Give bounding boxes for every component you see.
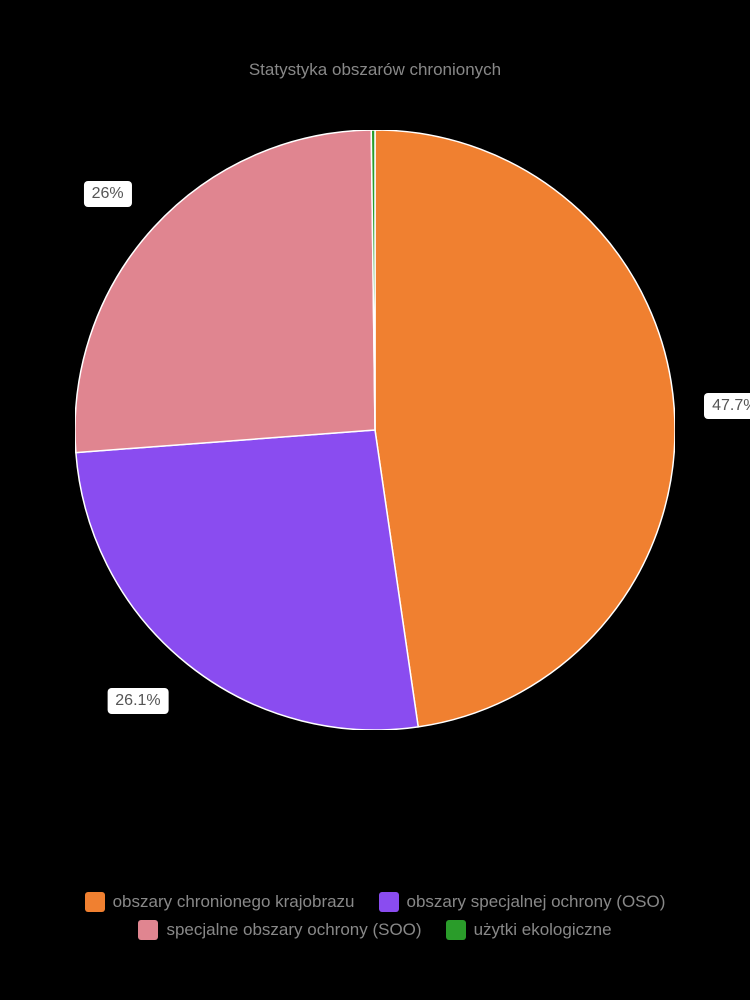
pie-slice-obszary_chronionego_krajobrazu [375, 130, 675, 727]
legend-label-obszary_chronionego_krajobrazu: obszary chronionego krajobrazu [113, 892, 355, 912]
legend-item-obszary_specjalnej_ochrony: obszary specjalnej ochrony (OSO) [379, 892, 666, 912]
slice-label-specjalne_obszary_ochrony: 26% [84, 181, 132, 207]
pie-chart: 47.7%26.1%26% [75, 130, 675, 730]
legend-item-specjalne_obszary_ochrony: specjalne obszary ochrony (SOO) [138, 920, 421, 940]
legend: obszary chronionego krajobrazu obszary sp… [55, 892, 695, 940]
slice-label-obszary_specjalnej_ochrony: 26.1% [107, 688, 168, 714]
legend-label-obszary_specjalnej_ochrony: obszary specjalnej ochrony (OSO) [407, 892, 666, 912]
legend-label-specjalne_obszary_ochrony: specjalne obszary ochrony (SOO) [166, 920, 421, 940]
pie-svg [75, 130, 675, 730]
pie-slice-obszary_specjalnej_ochrony [76, 430, 418, 730]
legend-item-uzytki_ekologiczne: użytki ekologiczne [446, 920, 612, 940]
pie-slice-specjalne_obszary_ochrony [75, 130, 375, 453]
legend-label-uzytki_ekologiczne: użytki ekologiczne [474, 920, 612, 940]
chart-title: Statystyka obszarów chronionych [0, 60, 750, 80]
legend-swatch-specjalne_obszary_ochrony [138, 920, 158, 940]
slice-label-obszary_chronionego_krajobrazu: 47.7% [704, 393, 750, 419]
legend-item-obszary_chronionego_krajobrazu: obszary chronionego krajobrazu [85, 892, 355, 912]
legend-swatch-obszary_specjalnej_ochrony [379, 892, 399, 912]
legend-swatch-obszary_chronionego_krajobrazu [85, 892, 105, 912]
legend-swatch-uzytki_ekologiczne [446, 920, 466, 940]
